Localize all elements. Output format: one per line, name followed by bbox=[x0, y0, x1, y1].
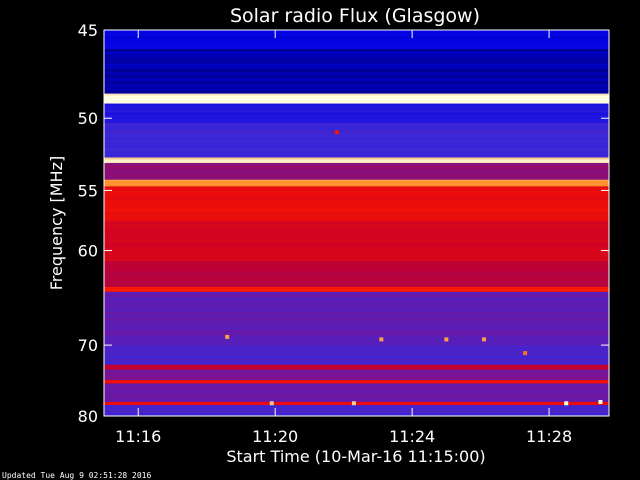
intensity-band-texture-14 bbox=[104, 364, 609, 369]
intensity-band-texture-2 bbox=[104, 93, 609, 103]
y-tick-label-5: 80 bbox=[78, 407, 98, 426]
intensity-band-texture-7 bbox=[104, 179, 609, 185]
intensity-band-texture-15 bbox=[104, 369, 609, 379]
chart-title: Solar radio Flux (Glasgow) bbox=[230, 5, 480, 27]
burst-0 bbox=[225, 334, 230, 339]
y-tick-label-3: 60 bbox=[78, 242, 98, 261]
x-tick-label-3: 11:28 bbox=[526, 427, 572, 446]
intensity-band-texture-18 bbox=[104, 401, 609, 404]
y-axis: 45 50 55 60 70 80 bbox=[78, 21, 609, 426]
burst-3 bbox=[444, 337, 449, 342]
y-tick-label-2: 55 bbox=[78, 181, 98, 200]
updated-timestamp: Updated Tue Aug 9 02:51:28 2016 bbox=[2, 471, 151, 480]
intensity-band-texture-11 bbox=[104, 287, 609, 291]
y-tick-label-0: 45 bbox=[78, 21, 98, 40]
burst-7 bbox=[351, 401, 356, 406]
burst-4 bbox=[482, 337, 487, 342]
intensity-band-texture-16 bbox=[104, 380, 609, 382]
intensity-band-texture-0 bbox=[104, 30, 609, 48]
burst-1 bbox=[334, 130, 339, 135]
y-tick-label-1: 50 bbox=[78, 109, 98, 128]
x-axis-label: Start Time (10-Mar-16 11:15:00) bbox=[226, 447, 485, 466]
intensity-band-texture-10 bbox=[104, 261, 609, 286]
intensity-band-texture-9 bbox=[104, 221, 609, 260]
intensity-band-texture-3 bbox=[104, 103, 609, 122]
intensity-band-14 bbox=[104, 364, 609, 370]
burst-5 bbox=[523, 351, 528, 356]
intensity-band-texture-19 bbox=[104, 405, 609, 415]
x-tick-label-2: 11:24 bbox=[389, 427, 435, 446]
intensity-band-texture-8 bbox=[104, 186, 609, 221]
y-tick-label-4: 70 bbox=[78, 336, 98, 355]
intensity-band-texture-1 bbox=[104, 49, 609, 93]
burst-8 bbox=[564, 401, 569, 406]
x-tick-label-0: 11:16 bbox=[115, 427, 161, 446]
y-axis-label: Frequency [MHz] bbox=[47, 156, 66, 290]
burst-6 bbox=[269, 401, 274, 406]
intensity-band-texture-5 bbox=[104, 157, 609, 162]
intensity-band-texture-6 bbox=[104, 163, 609, 179]
burst-9 bbox=[598, 399, 603, 404]
intensity-band-texture-4 bbox=[104, 122, 609, 157]
intensity-band-texture-12 bbox=[104, 291, 609, 344]
intensity-band-texture-17 bbox=[104, 383, 609, 401]
plot-area bbox=[104, 30, 609, 416]
plot-frame bbox=[103, 29, 610, 417]
x-tick-label-1: 11:20 bbox=[252, 427, 298, 446]
burst-2 bbox=[379, 337, 384, 342]
x-axis: 11:16 11:20 11:24 11:28 bbox=[115, 30, 572, 446]
intensity-band-texture-13 bbox=[104, 345, 609, 364]
